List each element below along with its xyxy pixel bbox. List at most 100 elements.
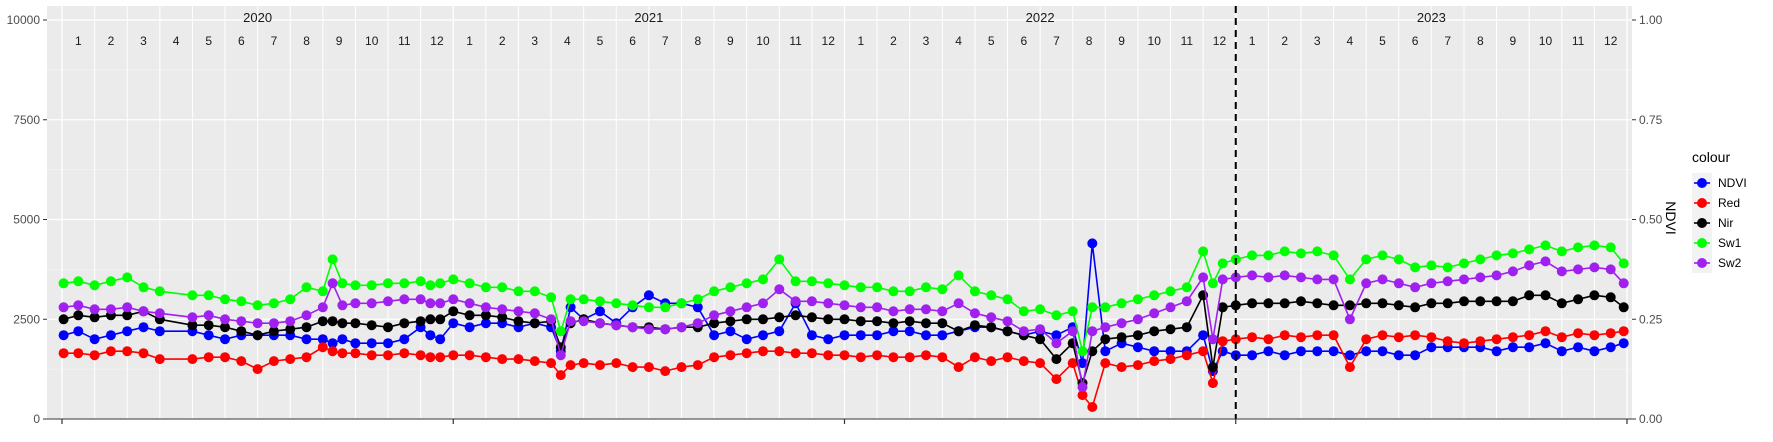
data-point	[565, 316, 576, 327]
data-point	[105, 346, 116, 357]
minor-grid	[47, 69, 1632, 370]
data-point	[73, 276, 84, 287]
data-point	[1247, 270, 1258, 281]
data-point	[1573, 328, 1584, 339]
x-axis	[47, 418, 1632, 424]
data-point	[1475, 296, 1486, 307]
data-point	[1230, 334, 1241, 345]
data-point	[220, 334, 230, 345]
data-point	[1198, 330, 1209, 341]
month-label: 3	[1314, 34, 1321, 48]
data-point	[1207, 278, 1218, 289]
data-point	[58, 302, 69, 313]
data-point	[1377, 298, 1388, 309]
y2-tick-label: 1.00	[1639, 13, 1663, 27]
data-point	[578, 358, 589, 369]
data-point	[1165, 324, 1176, 335]
y-tick-label: 2500	[13, 312, 40, 326]
data-point	[643, 290, 654, 301]
data-point	[1165, 354, 1176, 365]
data-point	[1524, 330, 1535, 341]
data-point	[839, 314, 850, 325]
month-label: 4	[564, 34, 571, 48]
legend-item-sw1: Sw1	[1692, 233, 1742, 253]
data-point	[1361, 298, 1372, 309]
data-point	[448, 350, 459, 361]
data-point	[1442, 262, 1453, 273]
data-point	[122, 326, 133, 337]
data-point	[1618, 278, 1629, 289]
data-point	[1132, 314, 1143, 325]
data-point	[480, 310, 491, 321]
data-point	[1132, 342, 1143, 353]
data-point	[1217, 336, 1228, 347]
data-point	[1279, 330, 1290, 341]
data-point	[578, 316, 589, 327]
data-point	[497, 282, 508, 293]
data-point	[337, 348, 348, 359]
data-point	[383, 338, 393, 349]
data-point	[1491, 296, 1502, 307]
data-point	[1540, 338, 1551, 349]
data-point	[1361, 254, 1372, 265]
legend-label: Red	[1718, 196, 1740, 210]
data-point	[1279, 246, 1290, 257]
data-point	[1077, 346, 1088, 357]
data-point	[425, 352, 436, 363]
data-point	[448, 318, 459, 329]
data-point	[1296, 272, 1306, 283]
data-point	[236, 356, 247, 367]
data-point	[366, 320, 377, 331]
data-point	[268, 356, 279, 367]
data-point	[758, 274, 768, 285]
data-point	[1035, 334, 1046, 345]
month-label: 2	[890, 34, 897, 48]
data-point	[725, 350, 736, 361]
data-point	[415, 276, 426, 287]
month-label: 8	[303, 34, 310, 48]
data-point	[350, 348, 361, 359]
legend-label: Sw1	[1718, 236, 1742, 250]
data-point	[327, 278, 338, 289]
data-point	[301, 282, 312, 293]
data-point	[1442, 336, 1453, 347]
data-point	[1087, 302, 1098, 313]
data-point	[1410, 302, 1421, 313]
month-label: 12	[1213, 34, 1227, 48]
data-point	[327, 338, 338, 349]
data-point	[529, 356, 540, 367]
data-point	[888, 306, 899, 317]
data-point	[89, 312, 100, 323]
data-point	[301, 322, 312, 333]
data-point	[1296, 296, 1306, 307]
data-point	[1217, 302, 1228, 313]
month-label: 7	[662, 34, 669, 48]
y-tick-label: 5000	[13, 213, 40, 227]
data-point	[1377, 346, 1388, 357]
data-point	[1217, 274, 1228, 285]
data-point	[1181, 282, 1192, 293]
data-point	[1100, 334, 1111, 345]
data-point	[1100, 358, 1111, 369]
data-point	[1165, 286, 1176, 297]
data-point	[138, 306, 149, 317]
data-point	[1393, 278, 1404, 289]
data-point	[480, 282, 491, 293]
data-point	[1556, 332, 1567, 343]
month-label: 10	[756, 34, 770, 48]
data-point	[855, 282, 866, 293]
data-point	[187, 290, 198, 301]
data-point	[953, 362, 964, 373]
data-point	[1312, 330, 1323, 341]
data-point	[1279, 298, 1290, 309]
data-point	[643, 324, 654, 335]
month-label: 1	[466, 34, 473, 48]
data-point	[741, 278, 752, 289]
data-point	[350, 318, 361, 329]
legend-title: colour	[1692, 149, 1730, 165]
data-point	[1002, 294, 1013, 305]
data-point	[464, 278, 475, 289]
data-point	[513, 354, 524, 365]
data-point	[953, 326, 964, 337]
data-point	[268, 298, 279, 309]
